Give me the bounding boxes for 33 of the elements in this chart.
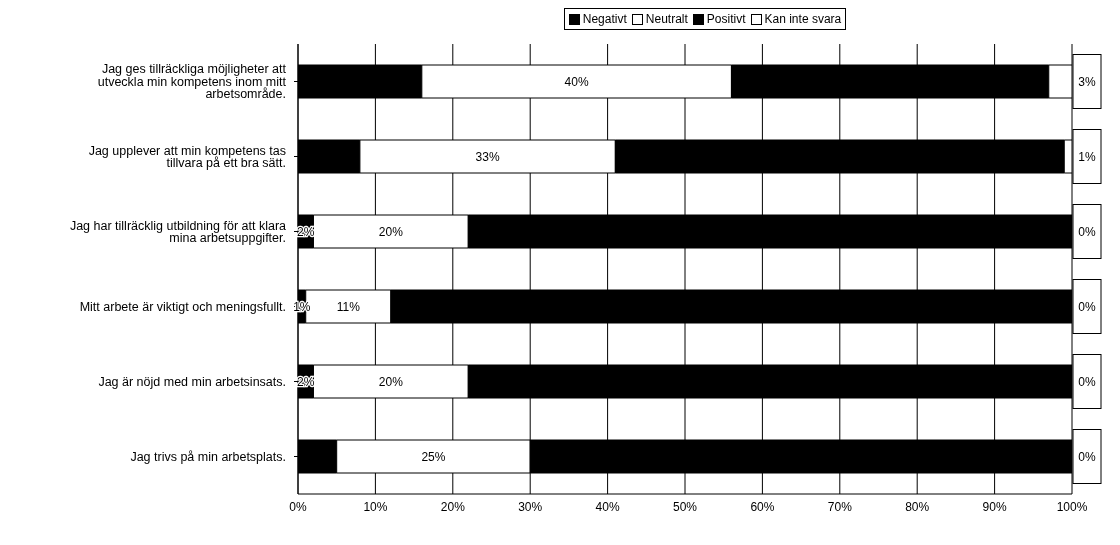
data-label: 1%	[1078, 149, 1096, 164]
y-tick-label: Jag trivs på min arbetsplats.	[130, 449, 286, 464]
data-label: 33%	[475, 149, 500, 164]
data-label: 0%	[1078, 299, 1096, 314]
data-label: 3%	[1078, 74, 1096, 89]
legend-label: Neutralt	[644, 12, 688, 26]
data-label: 25%	[421, 449, 446, 464]
x-tick-label: 80%	[905, 499, 930, 514]
x-tick-label: 70%	[827, 499, 853, 514]
legend-label: Kan inte svara	[763, 12, 842, 26]
data-label: 40%	[564, 74, 589, 89]
x-tick-label: 90%	[982, 499, 1007, 514]
y-tick-label: Mitt arbete är viktigt och meningsfullt.	[79, 299, 286, 314]
data-label: 0%	[1078, 374, 1096, 389]
data-label: 20%	[378, 374, 404, 389]
x-tick-label: 100%	[1056, 499, 1088, 514]
y-tick-label: Jag ges tillräckliga möjligheter att utveckla min kompetens inom mitt arbetsområde.	[97, 62, 287, 102]
x-tick-label: 50%	[672, 499, 698, 514]
y-tick-label: Jag har tillräcklig utbildning för att klara mina arbetsuppgifter.	[69, 218, 287, 246]
x-tick-label: 10%	[363, 499, 388, 514]
legend-label: Positivt	[705, 12, 746, 26]
x-tick-label: 0%	[289, 499, 307, 514]
x-tick-label: 20%	[440, 499, 466, 514]
y-tick-label: Jag är nöjd med min arbetsinsats.	[98, 374, 286, 389]
legend-label: Negativt	[581, 12, 627, 26]
data-label: 11%	[336, 299, 361, 314]
x-tick-label: 30%	[518, 499, 543, 514]
data-label: 0%	[1078, 449, 1096, 464]
x-tick-label: 40%	[595, 499, 620, 514]
data-label: 20%	[378, 224, 404, 239]
data-label: 0%	[1078, 224, 1096, 239]
x-tick-label: 60%	[750, 499, 775, 514]
y-tick-label: Jag upplever att min kompetens tas tillvara på ett bra sätt.	[88, 143, 286, 171]
